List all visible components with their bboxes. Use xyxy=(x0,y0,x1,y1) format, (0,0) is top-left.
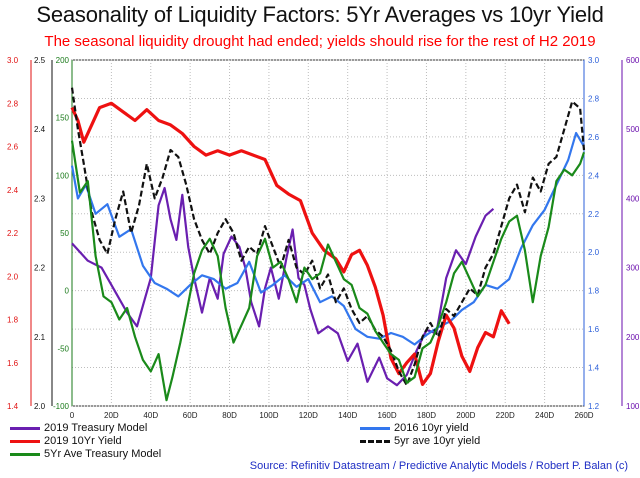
y-tick-label: 2.0 xyxy=(7,272,19,281)
legend-item-2016-10yr-yield: 2016 10yr yield xyxy=(360,422,469,434)
y-tick-label: -100 xyxy=(53,402,70,411)
x-tick-label: 60D xyxy=(183,411,198,420)
x-tick-label: 220D xyxy=(496,411,515,420)
y-tick-label: 500 xyxy=(626,125,640,134)
y-tick-label: 1.2 xyxy=(588,402,600,411)
x-tick-label: 20D xyxy=(104,411,119,420)
y-tick-label: 1.6 xyxy=(588,325,600,334)
x-tick-label: 120D xyxy=(299,411,318,420)
y-tick-label: 2.3 xyxy=(34,194,46,203)
series-line-2019-treasury-model xyxy=(71,186,495,387)
legend-label: 5Yr Ave Treasury Model xyxy=(44,448,162,460)
y-tick-label: 2.2 xyxy=(34,264,46,273)
y-tick-label: 2.6 xyxy=(588,133,600,142)
legend-swatch-2019-treasury-model xyxy=(10,426,40,430)
legend-label: 2016 10yr yield xyxy=(394,422,469,434)
y-tick-label: 3.0 xyxy=(7,56,19,65)
x-tick-label: 0 xyxy=(70,411,75,420)
x-tick-label: 200D xyxy=(456,411,475,420)
y-tick-label: 150 xyxy=(56,114,70,123)
chart-subtitle: The seasonal liquidity drought had ended… xyxy=(44,33,596,50)
y-tick-label: 2.2 xyxy=(588,210,600,219)
legend-swatch-5yr-ave-treasury-model xyxy=(10,452,40,456)
x-tick-label: 260D xyxy=(574,411,593,420)
legend-item-2019-10yr-yield: 2019 10Yr Yield xyxy=(10,435,122,447)
y-tick-label: 2.8 xyxy=(588,94,600,103)
y-tick-label: 2.8 xyxy=(7,99,19,108)
y-tick-label: -50 xyxy=(57,344,69,353)
y-tick-label: 2.4 xyxy=(588,171,600,180)
chart-title: Seasonality of Liquidity Factors: 5Yr Av… xyxy=(36,2,604,27)
y-tick-label: 3.0 xyxy=(588,56,600,65)
series-line-2016-10yr-yield xyxy=(70,131,585,346)
x-tick-label: 240D xyxy=(535,411,554,420)
y-tick-label: 1.6 xyxy=(7,359,19,368)
y-tick-label: 1.4 xyxy=(7,402,19,411)
series-line-5yr-ave-treasury-model xyxy=(70,140,586,402)
y-tick-label: 1.4 xyxy=(588,364,600,373)
x-tick-label: 80D xyxy=(222,411,237,420)
y-tick-label: 200 xyxy=(56,56,70,65)
legend-item-5yr-ave-10yr-yield: 5yr ave 10yr yield xyxy=(360,435,480,447)
y-tick-label: 2.2 xyxy=(7,229,19,238)
y-tick-label: 300 xyxy=(626,264,640,273)
series-line-5yr-ave-10yr-yield xyxy=(70,87,586,387)
series-line-2019-10yr-yield xyxy=(70,101,511,386)
x-tick-label: 180D xyxy=(417,411,436,420)
legend-label: 2019 Treasury Model xyxy=(44,422,148,434)
y-tick-label: 2.1 xyxy=(34,333,46,342)
legend-item-5yr-ave-treasury-model: 5Yr Ave Treasury Model xyxy=(10,448,161,460)
y-tick-label: 2.6 xyxy=(7,143,19,152)
y-tick-label: 2.4 xyxy=(7,186,19,195)
y-tick-label: 1.8 xyxy=(7,316,19,325)
y-tick-label: 1.8 xyxy=(588,287,600,296)
x-tick-label: 40D xyxy=(143,411,158,420)
y-tick-label: 50 xyxy=(60,229,69,238)
legend-label: 5yr ave 10yr yield xyxy=(394,435,481,447)
y-tick-label: 0 xyxy=(65,287,70,296)
y-tick-label: 400 xyxy=(626,194,640,203)
legend-label: 2019 10Yr Yield xyxy=(44,435,122,447)
legend-swatch-2019-10yr-yield xyxy=(10,439,40,443)
y-tick-label: 100 xyxy=(626,402,640,411)
x-tick-label: 160D xyxy=(378,411,397,420)
y-tick-label: 2.0 xyxy=(34,402,46,411)
legend-item-2019-treasury-model: 2019 Treasury Model xyxy=(10,422,147,434)
x-tick-label: 100D xyxy=(259,411,278,420)
y-tick-label: 200 xyxy=(626,333,640,342)
legend-swatch-2016-10yr-yield xyxy=(360,426,390,430)
y-tick-label: 2.4 xyxy=(34,125,46,134)
y-tick-label: 2.5 xyxy=(34,56,46,65)
y-tick-label: 100 xyxy=(56,171,70,180)
chart-source: Source: Refinitiv Datastream / Predictiv… xyxy=(249,460,628,472)
x-tick-label: 140D xyxy=(338,411,357,420)
y-tick-label: 2.0 xyxy=(588,248,600,257)
y-tick-label: 600 xyxy=(626,56,640,65)
legend-swatch-5yr-ave-10yr-yield xyxy=(360,439,390,443)
